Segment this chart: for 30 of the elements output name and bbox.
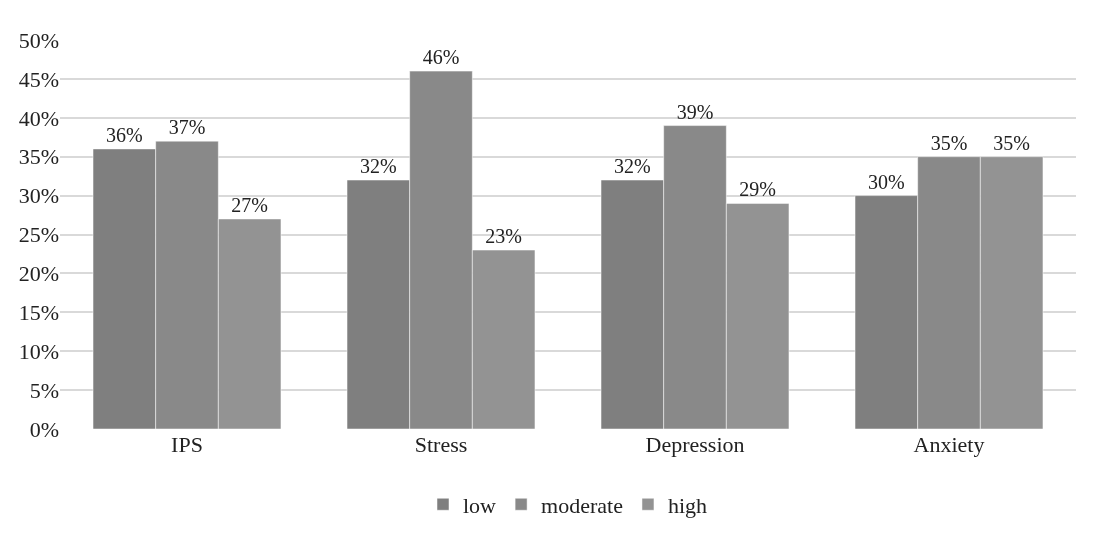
x-tick-label: Anxiety — [913, 432, 985, 457]
x-tick-label: Depression — [645, 432, 745, 457]
legend-label: low — [463, 492, 497, 518]
data-label: 30% — [868, 170, 905, 193]
data-label: 23% — [485, 225, 522, 248]
data-label: 35% — [993, 131, 1030, 154]
data-label: 27% — [231, 193, 268, 216]
legend-label: high — [667, 492, 708, 518]
y-tick-label: 50% — [18, 27, 59, 53]
data-label: 46% — [422, 46, 460, 69]
data-label: 39% — [676, 100, 714, 123]
x-tick-label: Stress — [414, 432, 468, 457]
y-tick-label: 10% — [18, 338, 59, 364]
legend-label: moderate — [541, 492, 623, 518]
data-label: 37% — [168, 116, 206, 139]
y-tick-label: 40% — [18, 105, 59, 131]
y-tick-label: 30% — [18, 183, 59, 209]
y-tick-label: 35% — [18, 144, 59, 170]
y-tick-label: 15% — [18, 300, 59, 325]
y-tick-label: 0% — [29, 416, 59, 442]
data-label: 32% — [360, 155, 397, 178]
data-label: 35% — [930, 131, 968, 154]
y-tick-label: 5% — [29, 377, 59, 403]
y-tick-label: 20% — [18, 261, 59, 287]
x-tick-label: IPS — [171, 432, 203, 457]
data-label: 32% — [614, 155, 651, 178]
y-tick-label: 25% — [18, 222, 59, 248]
data-label: 36% — [106, 123, 143, 146]
y-tick-label: 45% — [18, 66, 59, 92]
data-label: 29% — [739, 178, 776, 201]
